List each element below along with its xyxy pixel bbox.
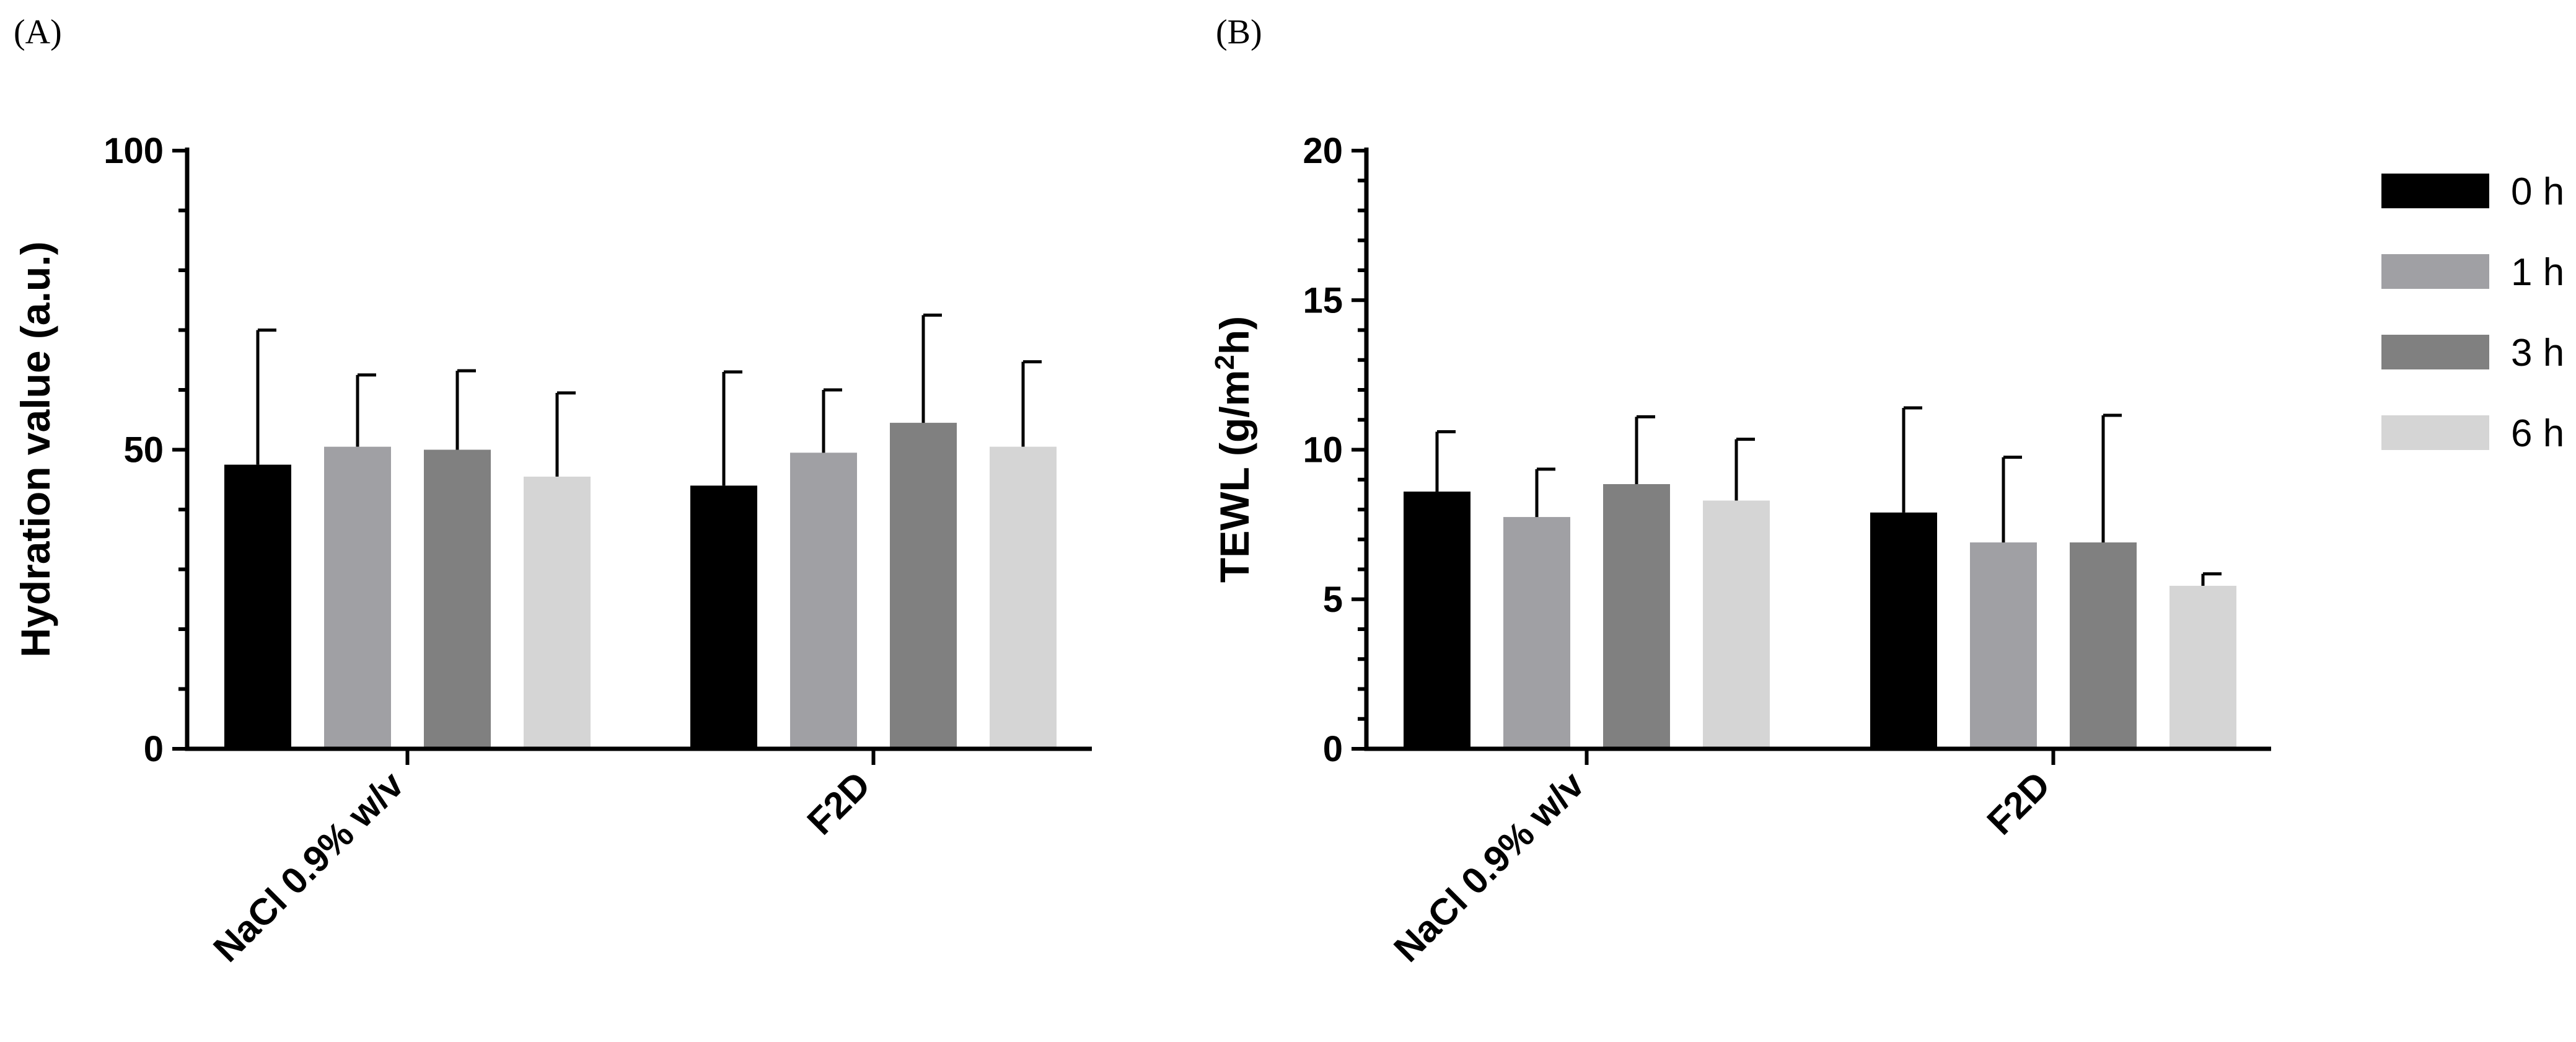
y-axis-title-b-end: h) — [1211, 316, 1257, 355]
legend: 0 h 1 h 3 h 6 h — [2381, 170, 2564, 455]
panel-a: (A) Hydration value (a.u.) 0 50 100 NaCl 0… — [12, 13, 1092, 970]
y-axis-title-b-sup: 2 — [1210, 355, 1240, 369]
bar-6h-f2d — [990, 446, 1057, 749]
error-bar-1h-f2d — [822, 388, 842, 453]
legend-swatch-3h — [2381, 335, 2489, 369]
y-tick-label: 0 — [1323, 729, 1343, 769]
error-bar-1h-nacl — [1535, 467, 1555, 518]
y-tick-label: 50 — [123, 430, 164, 470]
error-bar-1h-nacl — [356, 373, 376, 447]
bar-1h-f2d — [790, 453, 857, 749]
error-bar-0h-nacl — [256, 329, 276, 465]
error-bar-0h-f2d — [722, 370, 742, 486]
y-tick-label: 0 — [144, 729, 164, 769]
legend-label-0h: 0 h — [2511, 170, 2564, 213]
error-bar-3h-nacl — [1635, 415, 1655, 484]
error-bars-a — [256, 313, 1042, 486]
error-bar-6h-f2d — [1021, 360, 1042, 447]
category-label-f2d-a: F2D — [799, 764, 879, 843]
bar-6h-f2d — [2169, 586, 2236, 749]
legend-label-6h: 6 h — [2511, 412, 2564, 455]
y-tick-label: 5 — [1323, 580, 1343, 620]
bar-6h-nacl — [524, 476, 591, 749]
category-label-nacl-a: NaCl 0.9% w/v — [205, 763, 411, 969]
y-ticks-b: 0 5 10 15 20 — [1303, 131, 1366, 769]
legend-swatch-0h — [2381, 174, 2489, 208]
y-tick-label: 15 — [1303, 280, 1343, 320]
bar-1h-f2d — [1970, 542, 2037, 749]
bar-3h-nacl — [424, 449, 491, 749]
y-axis-title-a: Hydration value (a.u.) — [12, 241, 58, 657]
error-bar-1h-f2d — [2002, 456, 2022, 543]
bar-6h-nacl — [1703, 500, 1770, 749]
y-axis-title-b-main: TEWL (g/m — [1211, 370, 1257, 583]
error-bar-0h-nacl — [1435, 430, 1456, 492]
error-bar-3h-f2d — [921, 313, 942, 423]
category-label-nacl-b: NaCl 0.9% w/v — [1386, 763, 1592, 969]
bar-1h-nacl — [324, 446, 391, 749]
axes-a — [185, 148, 1092, 751]
legend-swatch-6h — [2381, 415, 2489, 450]
y-axis-title-b: TEWL (g/m2h) — [1210, 316, 1258, 583]
error-bar-6h-nacl — [555, 391, 576, 477]
y-tick-label: 100 — [103, 131, 164, 171]
error-bar-0h-f2d — [1902, 406, 1922, 513]
error-bar-3h-f2d — [2101, 413, 2122, 543]
y-tick-label: 20 — [1303, 131, 1343, 171]
x-ticks-a — [405, 749, 876, 765]
category-label-f2d-b: F2D — [1979, 764, 2059, 843]
bar-3h-nacl — [1603, 483, 1670, 749]
bars-a — [224, 423, 1057, 749]
y-tick-label: 10 — [1303, 430, 1343, 470]
error-bars-b — [1435, 406, 2222, 586]
legend-swatch-1h — [2381, 254, 2489, 289]
bar-1h-nacl — [1503, 517, 1570, 749]
legend-label-1h: 1 h — [2511, 251, 2564, 294]
bar-0h-f2d — [1870, 512, 1937, 749]
bar-0h-nacl — [224, 464, 291, 749]
legend-label-3h: 3 h — [2511, 332, 2564, 374]
bars-b — [1404, 483, 2236, 749]
axes-b — [1364, 148, 2271, 751]
error-bar-6h-nacl — [1734, 438, 1755, 501]
panel-label-a: (A) — [14, 13, 62, 51]
error-bar-6h-f2d — [2201, 572, 2222, 586]
y-ticks-a: 0 50 100 — [103, 131, 187, 769]
bar-3h-f2d — [2070, 542, 2137, 749]
bar-0h-nacl — [1404, 492, 1470, 749]
panel-label-b: (B) — [1216, 13, 1262, 51]
bar-3h-f2d — [890, 423, 957, 749]
x-ticks-b — [1585, 749, 2055, 765]
bar-0h-f2d — [690, 485, 757, 749]
error-bar-3h-nacl — [455, 369, 476, 450]
